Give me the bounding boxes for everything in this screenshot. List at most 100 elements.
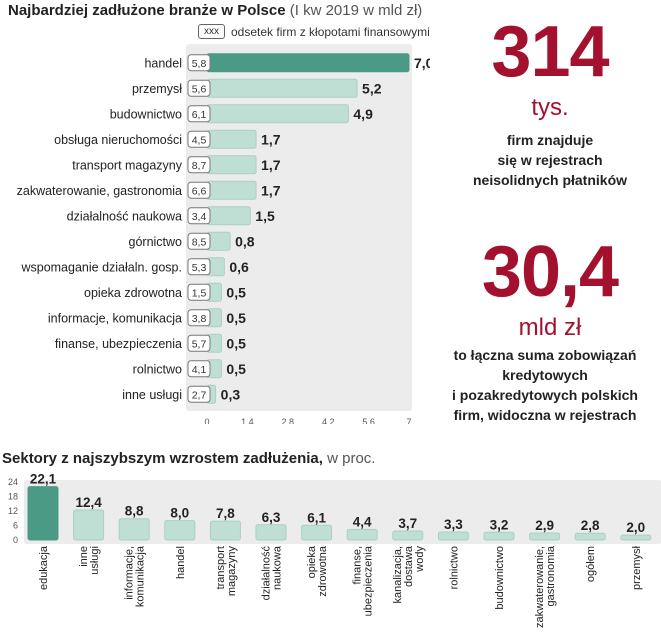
- value-label: 12,4: [75, 495, 102, 510]
- category-label: handel: [144, 56, 182, 70]
- value-label: 3,2: [490, 517, 509, 532]
- stat-debt-line: kredytowych: [502, 367, 588, 383]
- x-tick-label: 2.8: [282, 417, 295, 424]
- value-label: 22,1: [30, 472, 57, 487]
- percent-box: [187, 130, 211, 148]
- bar: [206, 155, 257, 175]
- x-tick-label: 1.4: [241, 417, 254, 424]
- category-label-line: zdrowotna: [317, 545, 329, 597]
- bar: [483, 531, 515, 541]
- vertical-bar-chart: 24 18 12 6 0 22,1 edukacja 12,4 inne usługi 8,8 inf…: [8, 472, 661, 628]
- percent-box: [187, 309, 211, 327]
- percent-label: 8,7: [192, 160, 207, 172]
- category-label: przemysł: [631, 545, 643, 590]
- x-tick-label: 7: [406, 417, 411, 424]
- percent-box: [187, 258, 211, 276]
- bar: [437, 531, 469, 541]
- percent-box: [187, 105, 211, 123]
- chart1-title-unit: (I kw 2019 w mld zł): [289, 2, 423, 19]
- category-label-line: dostawa: [403, 545, 415, 587]
- category-label: ogółem: [585, 546, 597, 582]
- percent-box: [187, 156, 211, 174]
- category-label-line: opieka: [306, 545, 318, 578]
- category-label: wspomaganie działaln. gosp.: [20, 260, 182, 274]
- category-label-line: komunikacja: [135, 545, 147, 607]
- value-label: 3,7: [398, 516, 417, 531]
- stat-debt-line: to łączna suma zobowiązań: [453, 347, 637, 363]
- value-label: 7,0: [414, 55, 430, 71]
- percent-box: [187, 181, 211, 199]
- y-tick-label: 24: [8, 477, 18, 487]
- bar: [209, 520, 241, 541]
- y-tick-label: 6: [13, 521, 18, 531]
- stat-firms-number: 314: [491, 12, 609, 92]
- bar: [164, 520, 196, 541]
- category-label: transport magazyny: [215, 546, 238, 597]
- percent-label: 3,8: [192, 313, 207, 325]
- percent-box: [187, 360, 211, 378]
- category-label: działalność naukowa: [67, 209, 182, 223]
- category-label-line: gastronomia: [545, 545, 557, 606]
- bar: [206, 129, 257, 149]
- value-label: 0,5: [226, 310, 246, 326]
- chart1-panel: [186, 44, 412, 411]
- category-label-line: działalność: [261, 546, 273, 601]
- bar: [206, 180, 257, 200]
- percent-box: [187, 232, 211, 250]
- category-label-line: zakwaterowanie,: [534, 546, 546, 628]
- category-label: handel: [175, 546, 187, 579]
- value-label: 1,7: [261, 157, 281, 173]
- category-label: informacje, komunikacja: [124, 545, 147, 607]
- y-tick-label: 0: [13, 535, 18, 545]
- value-label: 4,9: [353, 106, 373, 122]
- category-label: budownictwo: [494, 546, 506, 610]
- legend-text: odsetek firm z kłopotami finansowymi: [231, 24, 430, 39]
- stat-firms-unit: tys.: [531, 94, 569, 121]
- value-label: 8,8: [125, 504, 144, 519]
- bar: [206, 104, 349, 124]
- category-label-line: informacje,: [124, 546, 136, 600]
- percent-label: 5,8: [192, 58, 207, 70]
- category-label-line: magazyny: [226, 546, 238, 597]
- percent-label: 4,1: [192, 364, 207, 376]
- category-label: rolnictwo: [133, 362, 182, 376]
- percent-label: 6,1: [192, 109, 207, 121]
- bar: [206, 206, 251, 226]
- category-label-line: budownictwo: [494, 546, 506, 610]
- percent-label: 3,4: [192, 211, 207, 223]
- category-label: górnictwo: [129, 235, 183, 249]
- category-label: opieka zdrowotna: [306, 545, 329, 597]
- value-label: 2,8: [581, 518, 600, 533]
- percent-label: 4,5: [192, 134, 207, 146]
- x-tick-label: 5.6: [362, 417, 375, 424]
- percent-box: [187, 283, 211, 301]
- percent-box: [187, 54, 211, 72]
- category-label-line: przemysł: [631, 545, 643, 590]
- category-label-line: ubezpieczenia: [363, 545, 375, 616]
- category-label: przemysł: [132, 82, 182, 96]
- bar: [206, 78, 358, 98]
- x-tick-label: 4.2: [322, 417, 335, 424]
- category-label: opieka zdrowotna: [84, 286, 182, 300]
- stat-firms-line: firm znajduje: [506, 132, 594, 148]
- category-label: kanalizacja, dostawa wody: [392, 545, 426, 603]
- x-tick-label: 0: [204, 417, 209, 424]
- category-label-line: finanse,: [352, 546, 364, 585]
- stat-debt-number: 30,4: [481, 232, 619, 312]
- category-label-line: wody: [414, 546, 426, 573]
- percent-label: 2,7: [192, 389, 207, 401]
- value-label: 1,7: [261, 131, 281, 147]
- value-label: 8,0: [170, 506, 189, 521]
- bar: [73, 509, 105, 541]
- percent-box: [187, 207, 211, 225]
- horizontal-bar-chart: handel 5,8 7,0 przemysł 5,6 5,2 budownictwo 6,1…: [17, 44, 430, 424]
- value-label: 2,0: [626, 520, 645, 535]
- value-label: 0,8: [235, 233, 255, 249]
- chart2-title: Sektory z najszybszym wzrostem zadłużeni…: [2, 450, 375, 467]
- category-label-line: rolnictwo: [448, 546, 460, 589]
- category-label: inne usługi: [122, 388, 182, 402]
- percent-label: 5,3: [192, 262, 207, 274]
- legend-sample-box: xxx: [198, 24, 225, 39]
- category-label: obsługa nieruchomości: [54, 133, 182, 147]
- bar: [392, 530, 424, 541]
